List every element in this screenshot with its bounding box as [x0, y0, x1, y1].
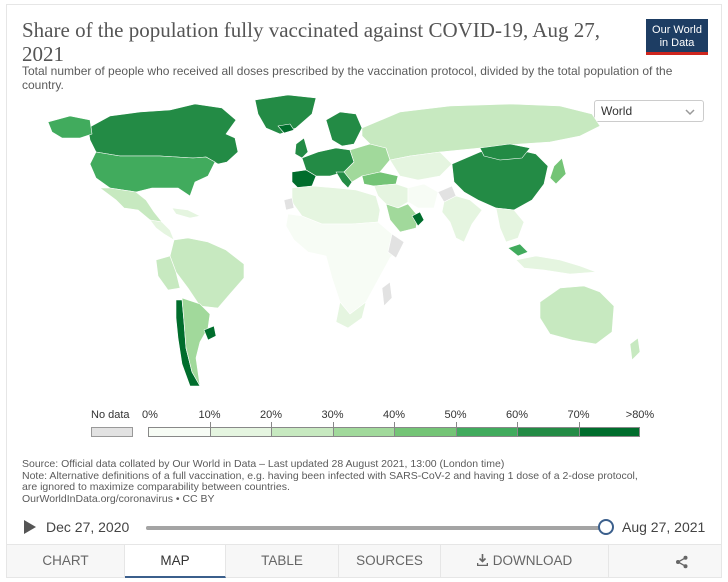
region-select-value: World [601, 104, 633, 118]
owid-logo[interactable]: Our World in Data [646, 19, 708, 55]
legend-tick-label: 10% [198, 409, 221, 421]
region-central-america[interactable] [149, 219, 175, 241]
legend-tick [394, 422, 395, 427]
legend-tick-label: 50% [444, 409, 467, 421]
region-south-africa[interactable] [335, 301, 367, 329]
legend-tick [455, 422, 457, 427]
license-line[interactable]: OurWorldInData.org/coronavirus • CC BY [22, 492, 215, 505]
legend-no-data-label: No data [91, 409, 130, 421]
legend-bin-0[interactable] [148, 427, 210, 437]
play-icon[interactable] [24, 520, 36, 534]
source-line: Source: Official data collated by Our Wo… [22, 458, 505, 470]
region-uruguay[interactable] [203, 325, 217, 341]
map-legend: No data 0% 10% 20% 30% 40% 50% 60% 70% >80% [20, 408, 710, 440]
region-western-sahara[interactable] [283, 197, 295, 211]
region-argentina[interactable] [181, 297, 211, 387]
share-icon[interactable] [675, 555, 689, 569]
page-title: Share of the population fully vaccinated… [22, 18, 600, 66]
legend-tick-label: >80% [625, 409, 655, 421]
legend-tick-label: 20% [259, 409, 283, 421]
tab-map[interactable]: MAP [125, 545, 226, 578]
region-middle-east[interactable] [373, 183, 409, 209]
region-alaska[interactable] [47, 115, 93, 139]
timeline: Dec 27, 2020 Aug 27, 2021 [20, 514, 710, 542]
tab-map-label: MAP [160, 553, 190, 568]
region-madagascar[interactable] [381, 281, 393, 307]
legend-tick [271, 422, 272, 427]
legend-tick-label: 30% [321, 409, 344, 421]
region-russia[interactable] [361, 103, 601, 161]
tab-chart[interactable]: CHART [7, 545, 125, 578]
legend-tick [578, 422, 580, 427]
region-kazakhstan[interactable] [389, 151, 453, 181]
logo-line-1: Our World [652, 24, 702, 36]
legend-no-data-swatch[interactable] [91, 427, 133, 437]
tab-sources-label: SOURCES [356, 553, 423, 568]
region-iceland[interactable] [277, 123, 295, 134]
tab-table-label: TABLE [261, 553, 303, 568]
region-select[interactable]: World [594, 100, 704, 122]
chevron-down-icon [685, 109, 695, 116]
region-italy[interactable] [335, 171, 353, 189]
download-icon [476, 554, 488, 566]
legend-tick [209, 422, 211, 427]
timeline-track[interactable] [146, 526, 606, 530]
tab-download-label: DOWNLOAD [492, 553, 573, 568]
region-north-africa[interactable] [291, 185, 381, 225]
region-uk-ireland[interactable] [294, 137, 309, 159]
region-south-america-north[interactable] [169, 237, 245, 309]
legend-tick-label: 60% [505, 409, 529, 421]
logo-accent-bar [646, 52, 708, 55]
region-greenland[interactable] [254, 94, 317, 135]
legend-bin-6[interactable] [517, 427, 579, 437]
region-usa[interactable] [89, 151, 216, 197]
legend-tick [332, 422, 334, 427]
region-caribbean[interactable] [171, 207, 201, 219]
region-mongolia[interactable] [479, 143, 531, 161]
legend-tick-label: 70% [567, 409, 590, 421]
tab-chart-label: CHART [42, 553, 89, 568]
legend-bin-3[interactable] [332, 427, 394, 437]
tab-sources[interactable]: SOURCES [339, 545, 441, 578]
legend-tick [517, 422, 518, 427]
legend-bin-5[interactable] [455, 427, 517, 437]
region-new-zealand[interactable] [629, 337, 641, 361]
region-iran[interactable] [407, 183, 439, 209]
legend-bin-2[interactable] [271, 427, 333, 437]
region-southeast-asia[interactable] [495, 207, 525, 243]
region-mexico[interactable] [99, 187, 163, 223]
region-indonesia[interactable] [515, 255, 597, 275]
region-scandinavia[interactable] [325, 111, 363, 147]
region-peru[interactable] [155, 255, 181, 291]
timeline-start-date: Dec 27, 2020 [46, 519, 130, 535]
tab-table[interactable]: TABLE [226, 545, 339, 578]
source-note: Source: Official data collated by Our Wo… [22, 458, 702, 505]
region-subsaharan-africa[interactable] [285, 213, 405, 315]
legend-tick-label: 0% [142, 409, 158, 421]
note-line-2: are ignored to maximize comparability be… [22, 481, 290, 493]
tab-bar: CHART MAP TABLE SOURCES DOWNLOAD [7, 544, 721, 578]
chart-frame [6, 4, 722, 578]
logo-line-2: in Data [659, 37, 695, 49]
region-japan[interactable] [549, 157, 567, 185]
timeline-handle[interactable] [598, 519, 614, 535]
region-uae[interactable] [411, 211, 425, 227]
world-map[interactable] [40, 92, 665, 398]
region-malaysia[interactable] [507, 243, 529, 257]
region-australia[interactable] [539, 285, 615, 345]
legend-tick-label: 40% [382, 409, 406, 421]
timeline-end-date: Aug 27, 2021 [622, 519, 706, 535]
tab-download[interactable]: DOWNLOAD [441, 545, 609, 578]
legend-bin-4[interactable] [394, 427, 456, 437]
region-somalia[interactable] [387, 233, 405, 259]
legend-bin-7[interactable] [578, 427, 640, 437]
region-india[interactable] [441, 195, 483, 243]
note-line-1: Note: Alternative definitions of a full … [22, 469, 638, 482]
legend-bin-1[interactable] [209, 427, 271, 437]
timeline-track-fill [146, 526, 606, 530]
page-subtitle: Total number of people who received all … [22, 64, 673, 92]
